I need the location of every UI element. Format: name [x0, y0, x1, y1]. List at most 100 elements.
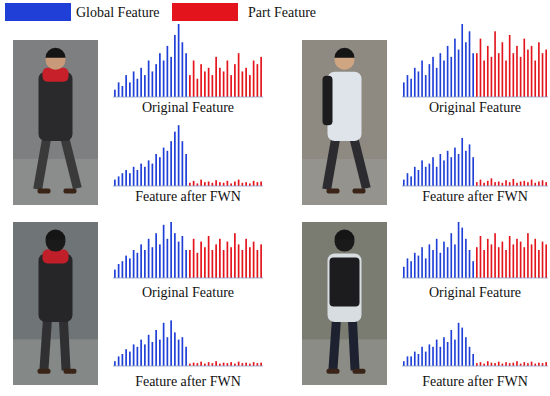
person-foot [38, 369, 51, 374]
person-hood [43, 68, 69, 82]
feature-bar [487, 181, 489, 186]
feature-bar [253, 362, 255, 366]
feature-bar [414, 68, 416, 97]
feature-bar [494, 363, 496, 366]
feature-bar [429, 344, 431, 366]
feature-bar [182, 42, 184, 97]
feature-bar [454, 39, 456, 97]
feature-bar [253, 242, 255, 278]
feature-bar [223, 363, 225, 366]
feature-bar [531, 46, 533, 97]
feature-bar [498, 53, 500, 97]
feature-bar [118, 356, 120, 366]
image-background [13, 222, 98, 385]
feature-bar [185, 53, 187, 97]
feature-bar [447, 247, 449, 278]
feature-bar [189, 183, 191, 186]
feature-bar [542, 53, 544, 97]
feature-bar [491, 57, 493, 97]
feature-bar [469, 250, 471, 278]
feature-bar [527, 363, 529, 366]
feature-bar [122, 354, 124, 366]
feature-bar [122, 261, 124, 278]
feature-bar [234, 64, 236, 97]
feature-bar [407, 258, 409, 278]
feature-chart: Original Feature [113, 222, 263, 300]
feature-bar [527, 233, 529, 278]
feature-bar [436, 167, 438, 186]
feature-bar [505, 61, 507, 98]
feature-bar [129, 82, 131, 97]
image-ground [13, 159, 98, 205]
feature-bar [212, 183, 214, 186]
feature-bar [144, 250, 146, 278]
feature-bar [133, 71, 135, 97]
feature-bar [531, 180, 533, 186]
feature-bar [155, 330, 157, 366]
feature-bar [469, 144, 471, 186]
chart-caption: Feature after FWN [135, 189, 241, 204]
feature-bar [178, 125, 180, 186]
feature-bar [215, 361, 217, 366]
feature-bar [410, 356, 412, 366]
feature-bar [249, 75, 251, 97]
bars [403, 323, 547, 366]
feature-bar [182, 141, 184, 186]
feature-bar [140, 340, 142, 366]
image-background [302, 40, 387, 205]
feature-bar [432, 157, 434, 186]
figure-svg: Global FeaturePart FeatureOriginal Featu… [0, 0, 550, 396]
feature-bar [418, 256, 420, 278]
feature-bar [204, 247, 206, 278]
person-hair [335, 230, 355, 240]
feature-bar [215, 180, 217, 186]
feature-bar [137, 79, 139, 97]
feature-bar [227, 363, 229, 366]
feature-chart: Feature after FWN [113, 125, 263, 204]
feature-bar [480, 180, 482, 186]
baseline [402, 278, 548, 279]
feature-bar [443, 61, 445, 98]
feature-bar [159, 157, 161, 186]
feature-bar [170, 141, 172, 186]
person-image [13, 40, 98, 205]
feature-bar [509, 182, 511, 186]
feature-bar [159, 53, 161, 97]
baseline [113, 186, 263, 187]
feature-bar [494, 31, 496, 97]
feature-bar [403, 267, 405, 278]
feature-bar [418, 170, 420, 186]
feature-bar [212, 363, 214, 366]
feature-bar [421, 61, 423, 98]
feature-bar [148, 61, 150, 98]
bars [114, 125, 262, 186]
feature-bar [204, 71, 206, 97]
feature-bar [429, 64, 431, 97]
feature-bar [516, 183, 518, 186]
feature-bar [483, 183, 485, 186]
feature-bar [421, 347, 423, 366]
feature-bar [185, 250, 187, 278]
feature-bar [450, 233, 452, 278]
feature-bar [545, 244, 547, 278]
feature-bar [534, 239, 536, 278]
feature-bar [219, 182, 221, 186]
feature-bar [219, 68, 221, 97]
feature-bar [440, 53, 442, 97]
feature-bar [163, 148, 165, 186]
feature-bar [125, 75, 127, 97]
feature-bar [163, 61, 165, 98]
feature-bar [520, 57, 522, 97]
feature-bar [443, 242, 445, 278]
feature-bar [170, 57, 172, 97]
person-image [302, 40, 387, 205]
feature-bar [215, 57, 217, 97]
feature-bar [230, 362, 232, 366]
feature-bar [403, 82, 405, 97]
feature-bar [114, 180, 116, 186]
feature-bar [230, 247, 232, 278]
feature-bar [491, 178, 493, 186]
feature-bar [200, 362, 202, 366]
feature-bar [538, 250, 540, 278]
feature-bar [472, 354, 474, 366]
